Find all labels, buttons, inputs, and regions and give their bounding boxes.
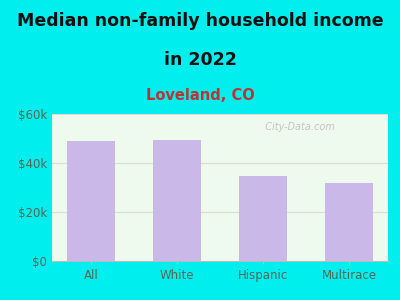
Bar: [153, 140, 201, 261]
Text: Median non-family household income: Median non-family household income: [17, 12, 383, 30]
Bar: [326, 183, 373, 261]
Bar: [239, 176, 287, 261]
Text: City-Data.com: City-Data.com: [259, 122, 335, 132]
Text: Loveland, CO: Loveland, CO: [146, 88, 254, 104]
Bar: [67, 141, 114, 261]
Text: in 2022: in 2022: [164, 51, 236, 69]
